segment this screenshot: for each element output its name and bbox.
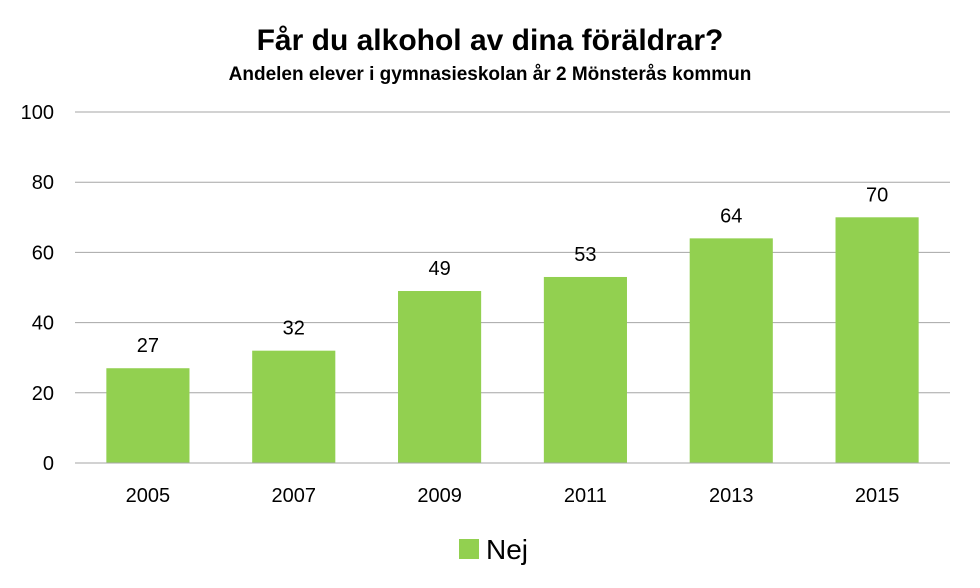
y-tick-label: 60	[32, 242, 54, 264]
y-tick-label: 100	[21, 102, 54, 124]
bar-2011	[543, 276, 627, 463]
y-tick-label: 20	[32, 383, 54, 405]
x-tick-label-2011: 2011	[564, 485, 607, 507]
data-labels: 27 32 49 53 64 70	[137, 184, 888, 357]
y-tick-label: 0	[43, 453, 54, 475]
data-label-2009: 49	[428, 258, 450, 280]
chart-title: Får du alkohol av dina föräldrar?	[257, 24, 724, 57]
data-label-2013: 64	[720, 205, 742, 227]
bar-2009	[398, 291, 482, 463]
legend-swatch-nej	[459, 539, 479, 559]
x-tick-label-2015: 2015	[855, 485, 900, 507]
y-tick-label: 80	[32, 172, 54, 194]
bar-2005	[106, 368, 190, 463]
x-tick-label-2013: 2013	[709, 485, 754, 507]
x-tick-label-2009: 2009	[417, 485, 462, 507]
data-label-2007: 32	[283, 318, 305, 340]
y-axis-tick-labels: 0 20 40 60 80 100	[21, 102, 54, 475]
y-tick-label: 40	[32, 313, 54, 335]
x-tick-label-2007: 2007	[272, 485, 317, 507]
bar-2007	[252, 350, 336, 463]
bar-2015	[835, 217, 919, 463]
legend-label-nej: Nej	[486, 534, 528, 565]
legend: Nej	[459, 534, 528, 565]
gridlines	[75, 111, 950, 394]
x-axis-tick-labels: 2005 2007 2009 2011 2013 2015	[126, 485, 900, 507]
bars	[106, 217, 919, 463]
data-label-2011: 53	[574, 244, 596, 266]
data-label-2005: 27	[137, 335, 159, 357]
bar-2013	[689, 238, 773, 463]
x-tick-label-2005: 2005	[126, 485, 171, 507]
data-label-2015: 70	[866, 184, 888, 206]
chart-subtitle: Andelen elever i gymnasieskolan år 2 Mön…	[229, 64, 752, 85]
